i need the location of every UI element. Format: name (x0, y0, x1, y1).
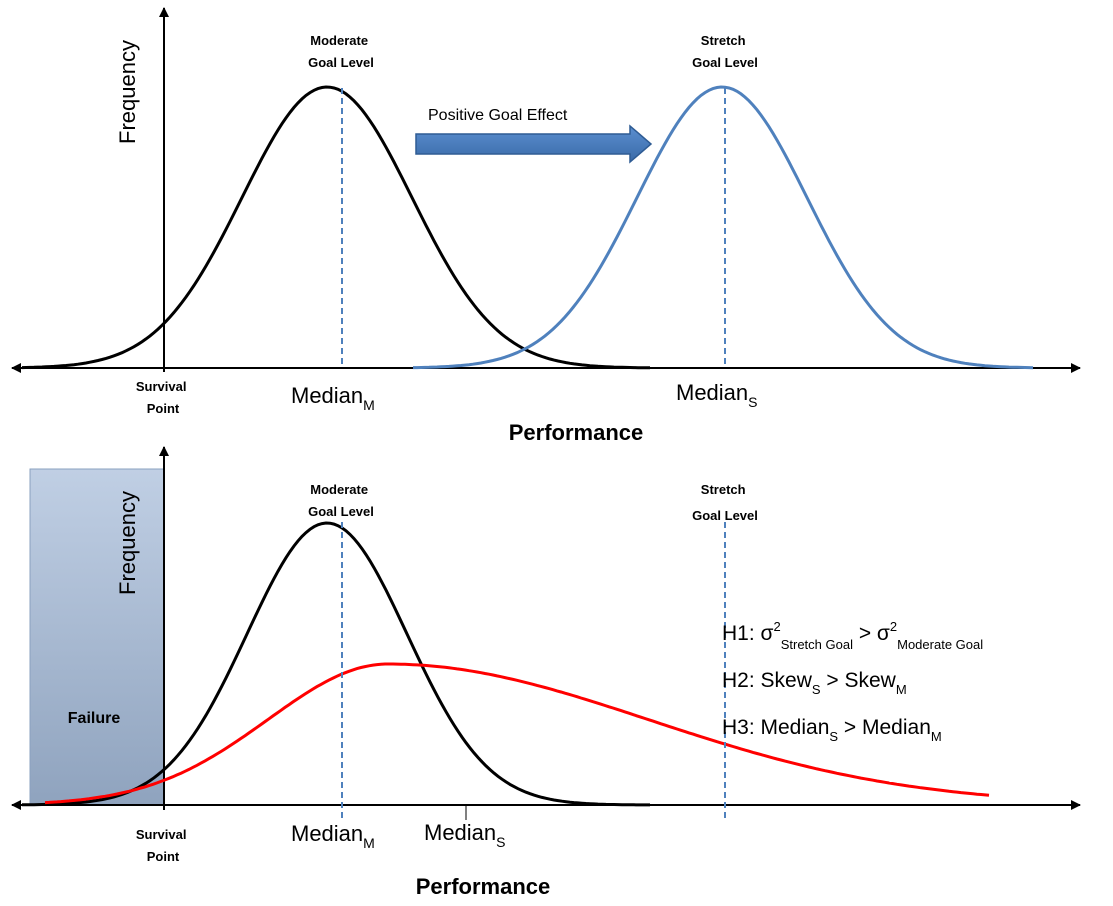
median-m-label: MedianM (291, 821, 375, 851)
bottom-x-axis-label: Performance (416, 874, 551, 899)
median-s-label: MedianS (676, 380, 758, 410)
positive-goal-effect-arrow (415, 124, 653, 164)
moderate-goal-label: Moderate Goal Level (308, 33, 374, 70)
stretch-goal-curve (413, 85, 1034, 370)
stretch-goal-label: Stretch Goal Level (692, 33, 758, 70)
failure-label: Failure (68, 710, 121, 727)
hypothesis-h1: H1: σ2Stretch Goal > σ2Moderate Goal (722, 619, 983, 652)
moderate-goal-label: Moderate Goal Level (308, 482, 374, 519)
failure-region (29, 468, 165, 806)
median-m-label: MedianM (291, 383, 375, 413)
hypothesis-h2: H2: SkewS > SkewM (722, 669, 907, 697)
bottom-panel: Failure Frequency Moderate Goal Level St… (11, 446, 1081, 899)
survival-point-label: Survival Point (136, 827, 190, 864)
hypothesis-h3: H3: MedianS > MedianM (722, 716, 942, 744)
survival-point-label: Survival Point (136, 379, 190, 416)
top-panel: Frequency Moderate Goal Level Stretch Go… (11, 7, 1081, 445)
top-x-axis-label: Performance (509, 420, 644, 445)
stretch-goal-skewed-curve (44, 662, 990, 805)
positive-goal-effect-label: Positive Goal Effect (428, 107, 568, 124)
bottom-y-axis-label: Frequency (115, 491, 140, 595)
top-y-axis-label: Frequency (115, 40, 140, 144)
median-s-label: MedianS (424, 820, 506, 850)
moderate-goal-curve (21, 85, 650, 370)
stretch-goal-label: Stretch Goal Level (692, 482, 758, 523)
